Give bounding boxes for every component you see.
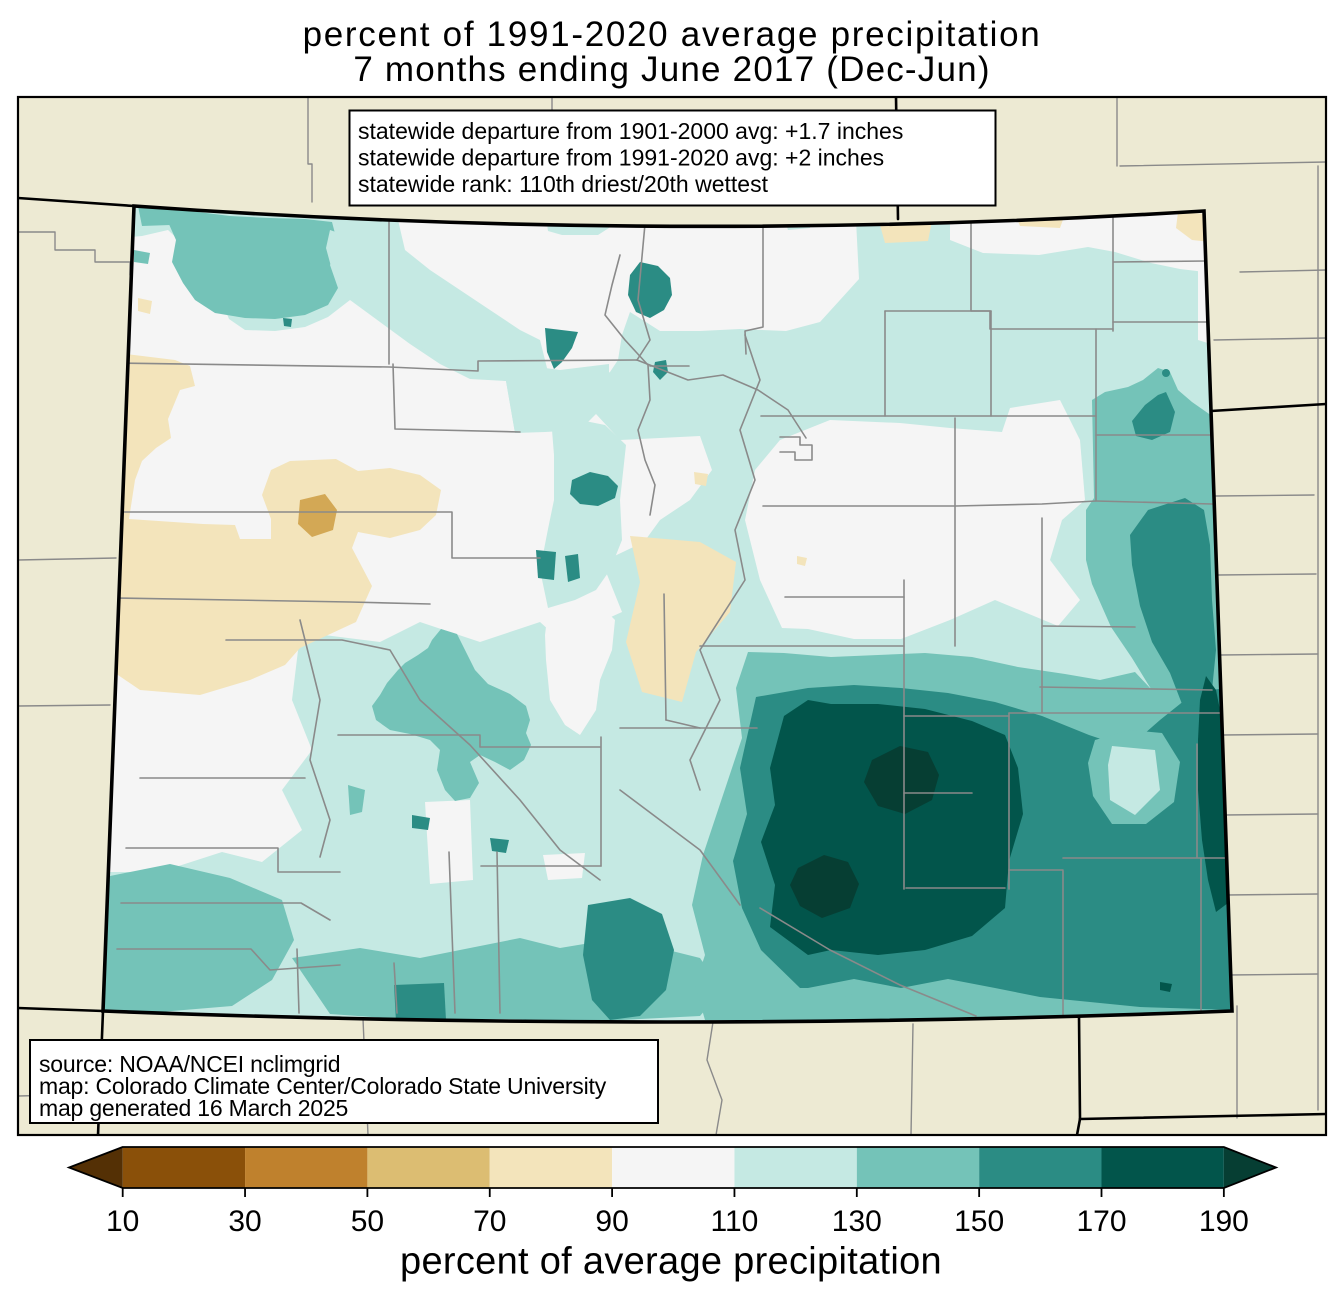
svg-text:statewide departure from 1991-: statewide departure from 1991-2020 avg: … — [358, 145, 884, 171]
svg-text:50: 50 — [351, 1205, 384, 1238]
svg-text:130: 130 — [832, 1205, 882, 1238]
svg-text:30: 30 — [228, 1205, 261, 1238]
svg-text:statewide rank: 110th driest/2: statewide rank: 110th driest/20th wettes… — [358, 171, 769, 197]
svg-text:map: Colorado Climate Center/C: map: Colorado Climate Center/Colorado St… — [39, 1073, 607, 1099]
svg-text:150: 150 — [954, 1205, 1004, 1238]
svg-text:7 months ending June 2017 (Dec: 7 months ending June 2017 (Dec-Jun) — [353, 50, 990, 89]
svg-text:percent of 1991-2020 average p: percent of 1991-2020 average precipitati… — [303, 15, 1042, 54]
svg-text:70: 70 — [473, 1205, 506, 1238]
svg-text:190: 190 — [1199, 1205, 1249, 1238]
svg-text:percent of average precipitati: percent of average precipitation — [400, 1241, 942, 1283]
svg-text:90: 90 — [595, 1205, 628, 1238]
svg-text:source: NOAA/NCEI nclimgrid: source: NOAA/NCEI nclimgrid — [39, 1051, 340, 1077]
svg-text:110: 110 — [711, 1205, 759, 1238]
svg-text:170: 170 — [1076, 1205, 1126, 1238]
svg-text:statewide departure from 1901-: statewide departure from 1901-2000 avg: … — [358, 118, 903, 144]
svg-text:10: 10 — [106, 1205, 139, 1238]
svg-text:map generated 16 March 2025: map generated 16 March 2025 — [39, 1095, 348, 1121]
